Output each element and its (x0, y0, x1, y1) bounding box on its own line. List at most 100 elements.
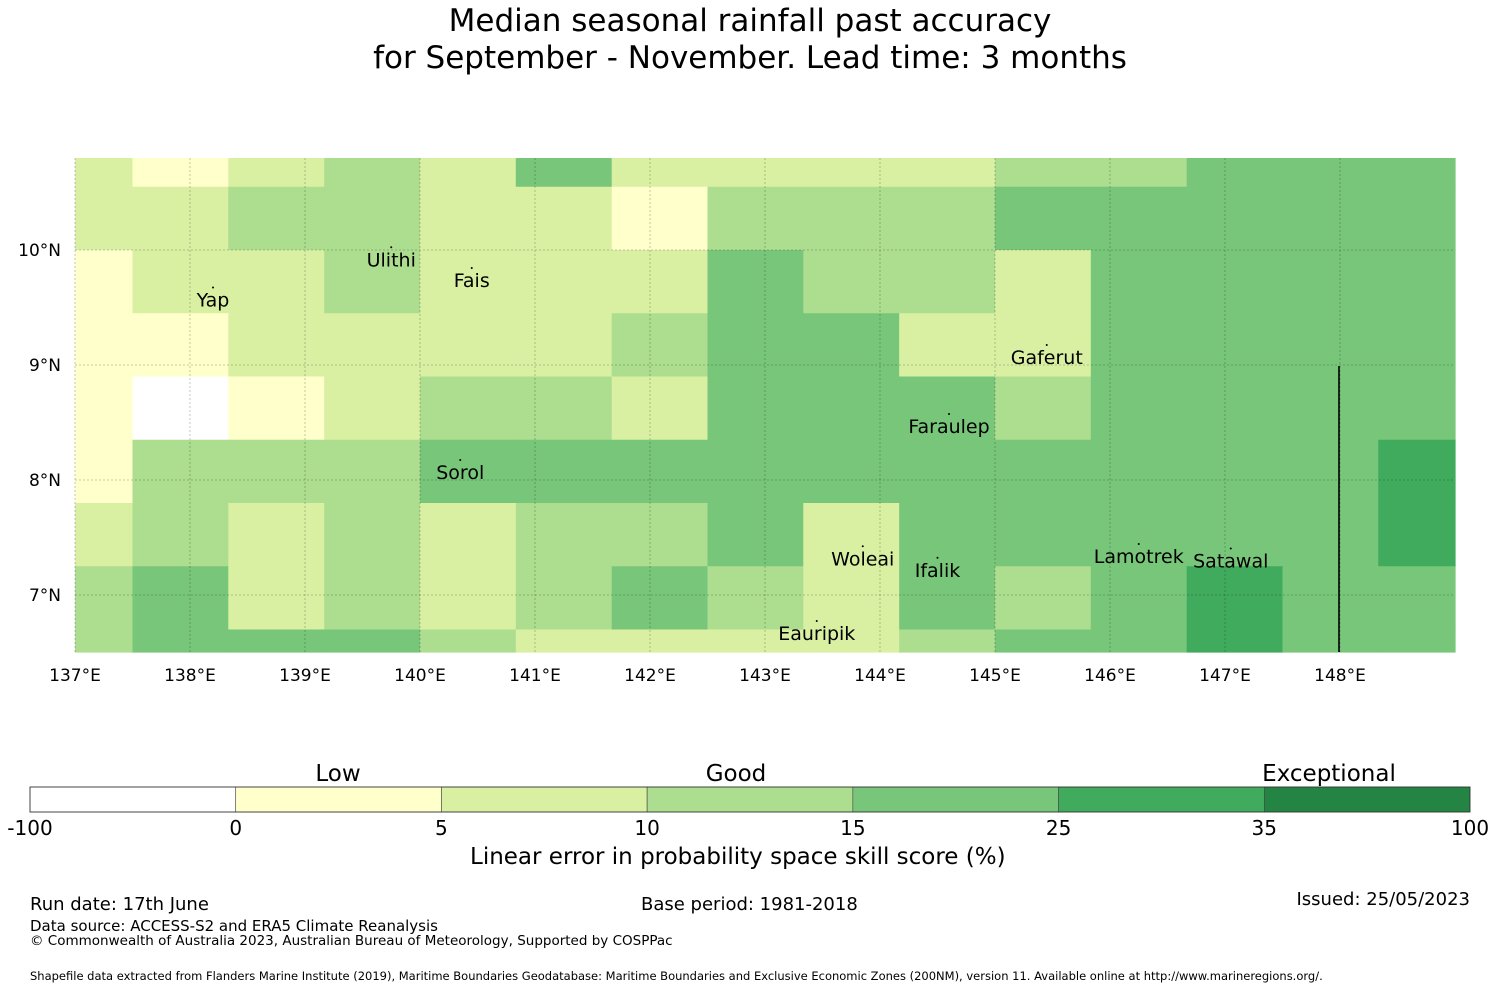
grid-cell (1378, 158, 1456, 188)
grid-cell (324, 629, 421, 653)
grid-cell (324, 566, 421, 631)
grid-cell (899, 439, 996, 504)
place-labels: Yap Ulithi Fais Gaferut Faraulep Sorol Woleai I… (196, 246, 1268, 645)
grid-cell (995, 313, 1092, 378)
colorbar-segment (29, 786, 237, 813)
grid-cell (1378, 629, 1456, 653)
grid-cell (1282, 629, 1379, 653)
colorbar-tick-label: -100 (7, 816, 52, 840)
island-marker (390, 246, 393, 249)
grid-cell (611, 186, 709, 251)
grid-cell (1090, 313, 1188, 378)
grid-cell (611, 158, 709, 188)
grid-cell (228, 629, 325, 653)
lon-tick-label: 146°E (1084, 666, 1136, 686)
grid-cell (1186, 186, 1284, 251)
grid-cell (899, 186, 996, 251)
grid-cell (515, 313, 613, 378)
place-label-yap: Yap (196, 290, 230, 312)
lon-tick-label: 148°E (1314, 666, 1366, 686)
axis-ticks: 137°E 138°E 139°E 140°E 141°E 142°E 143°E 144°E… (18, 241, 1366, 686)
grid-cell (611, 313, 709, 378)
grid-cell (228, 566, 325, 631)
lon-tick-label: 143°E (739, 666, 791, 686)
grid-cell (1378, 566, 1456, 631)
grid-cell (1186, 566, 1284, 631)
grid-cell (1186, 250, 1284, 314)
grid-cell (995, 629, 1092, 653)
grid-cell (228, 313, 325, 378)
grid-cell (515, 566, 613, 631)
place-label-eauripik: Eauripik (778, 623, 855, 645)
grid-cell (324, 439, 421, 504)
grid-cell (1186, 313, 1284, 378)
grid-cell (1090, 503, 1188, 567)
grid-cell (803, 158, 900, 188)
place-label-sorol: Sorol (436, 462, 484, 484)
grid-cell (324, 186, 421, 251)
grid-cell (515, 629, 613, 653)
lat-tick-label: 9°N (29, 356, 61, 376)
colorbar-tick-label: 35 (1252, 816, 1277, 840)
lon-tick-label: 141°E (509, 666, 561, 686)
island-marker (212, 286, 214, 289)
lon-tick-label: 144°E (854, 666, 906, 686)
grid-cell (803, 186, 900, 251)
grid-cell (611, 250, 709, 314)
grid-cell (75, 503, 134, 567)
island-marker (815, 620, 818, 622)
grid-cell (803, 566, 900, 631)
grid-cell (1282, 250, 1379, 314)
colorbar-tick-label: 0 (229, 816, 242, 840)
grid-cell (707, 313, 804, 378)
grid-cell (899, 503, 996, 567)
grid-cell (420, 313, 517, 378)
run-date: Run date: 17th June (30, 894, 209, 915)
lat-tick-label: 8°N (29, 471, 61, 491)
lon-tick-label: 140°E (394, 666, 446, 686)
colorbar-tick-label: 15 (840, 816, 865, 840)
grid-cell (515, 186, 613, 251)
grid-cell (75, 158, 134, 188)
grid-cell (803, 629, 900, 653)
island-marker (936, 556, 939, 559)
colorbar-segment (646, 786, 854, 813)
grid-cell (420, 376, 517, 441)
lon-tick-label: 139°E (279, 666, 331, 686)
grid-cell (1186, 629, 1284, 653)
category-label-good: Good (706, 761, 767, 787)
category-label-low: Low (315, 761, 360, 787)
grid-cell (899, 158, 996, 188)
grid-cell (1378, 250, 1456, 314)
grid-cell (420, 250, 517, 314)
grid-cell (420, 629, 517, 653)
shapefile-credit: Shapefile data extracted from Flanders M… (30, 969, 1323, 983)
colorbar-segment (852, 786, 1059, 813)
grid-cell (420, 439, 517, 504)
grid-cell (132, 503, 229, 567)
grid-cell (995, 439, 1092, 504)
skill-grid (75, 158, 1456, 653)
base-period: Base period: 1981-2018 (641, 894, 858, 915)
grid-cell (132, 566, 229, 631)
island-marker (1045, 344, 1048, 346)
grid-cell (420, 566, 517, 631)
grid-cell (1186, 376, 1284, 441)
grid-cell (1090, 629, 1188, 653)
grid-cell (995, 250, 1092, 314)
grid-cell (75, 566, 134, 631)
place-label-ifalik: Ifalik (915, 560, 961, 582)
grid-cell (515, 158, 613, 188)
place-label-faraulep: Faraulep (908, 416, 989, 438)
grid-cell (1090, 250, 1188, 314)
grid-cell (324, 158, 421, 188)
grid-cell (1378, 503, 1456, 567)
grid-cell (420, 503, 517, 567)
grid-cell (1282, 158, 1379, 188)
grid-cell (515, 503, 613, 567)
lat-tick-label: 10°N (18, 241, 61, 261)
grid-cell (324, 250, 421, 314)
grid-cell (420, 186, 517, 251)
grid-cell (132, 158, 229, 188)
